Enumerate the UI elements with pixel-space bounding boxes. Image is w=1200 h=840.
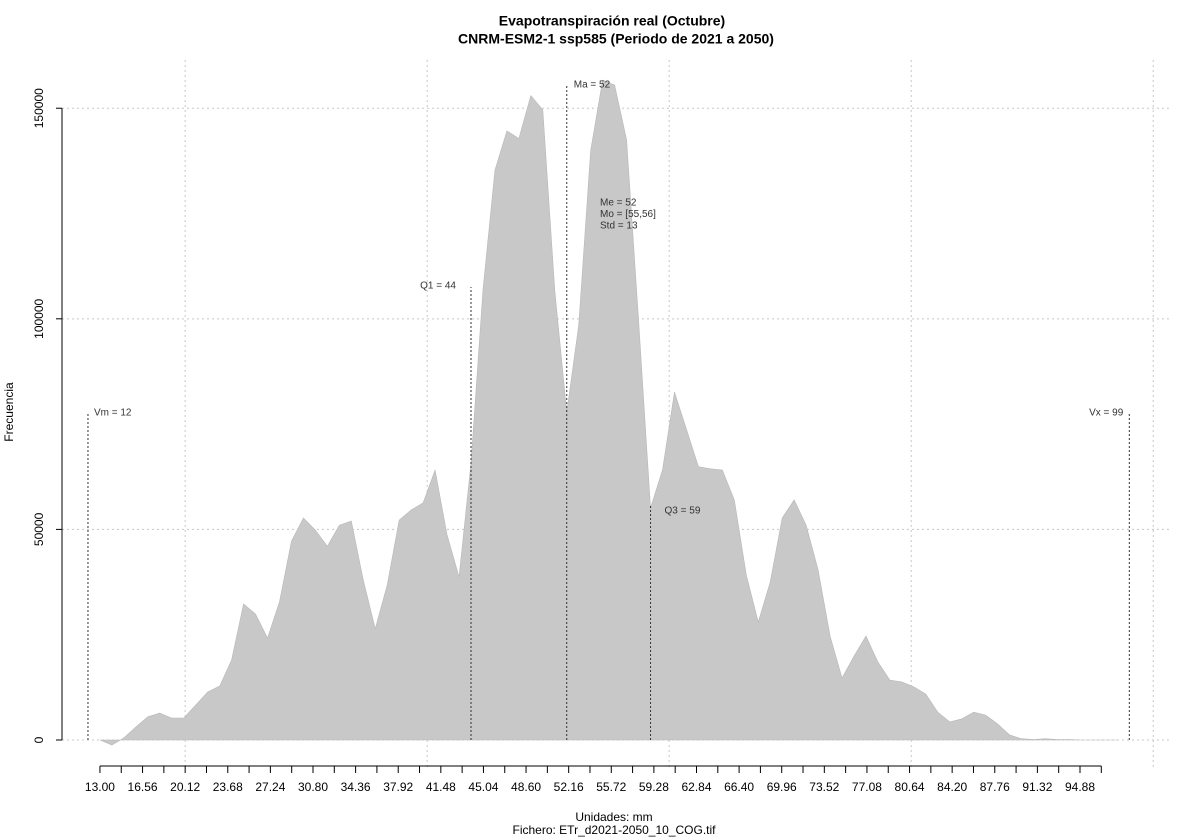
x-tick-label: 55.72 (596, 780, 626, 794)
y-tick-label: 50000 (32, 512, 46, 546)
x-tick-label: 80.64 (895, 780, 925, 794)
x-tick-label: 30.80 (298, 780, 328, 794)
stat-label: Vx = 99 (1089, 408, 1124, 419)
x-tick-label: 91.32 (1022, 780, 1052, 794)
x-tick-label: 13.00 (85, 780, 115, 794)
stat-text: Me = 52 (600, 198, 637, 209)
x-tick-label: 34.36 (341, 780, 371, 794)
stat-text: Std = 13 (600, 221, 638, 232)
x-tick-label: 16.56 (128, 780, 158, 794)
y-tick-label: 0 (32, 736, 46, 743)
x-tick-label: 62.84 (681, 780, 711, 794)
stat-label: Q3 = 59 (665, 506, 701, 517)
stat-label: Q1 = 44 (420, 281, 456, 292)
x-tick-label: 59.28 (639, 780, 669, 794)
y-tick-label: 100000 (32, 298, 46, 338)
x-tick-label: 52.16 (554, 780, 584, 794)
x-tick-label: 66.40 (724, 780, 754, 794)
x-tick-label: 23.68 (213, 780, 243, 794)
x-tick-label: 94.88 (1065, 780, 1095, 794)
y-axis-label: Frecuencia (2, 382, 16, 442)
x-tick-label: 45.04 (468, 780, 498, 794)
x-tick-label: 87.76 (980, 780, 1010, 794)
chart-subtitle: CNRM-ESM2-1 ssp585 (Periodo de 2021 a 20… (458, 31, 774, 47)
x-tick-label: 27.24 (255, 780, 285, 794)
y-tick-label: 150000 (32, 88, 46, 128)
x-tick-label: 20.12 (170, 780, 200, 794)
x-tick-label: 41.48 (426, 780, 456, 794)
x-tick-label: 84.20 (937, 780, 967, 794)
caption: Fichero: ETr_d2021-2050_10_COG.tif (513, 823, 717, 837)
stat-text: Mo = [55,56] (600, 209, 656, 220)
x-tick-label: 73.52 (809, 780, 839, 794)
x-tick-label: 48.60 (511, 780, 541, 794)
x-axis-label: Unidades: mm (575, 810, 652, 824)
x-tick-label: 69.96 (767, 780, 797, 794)
x-tick-label: 77.08 (852, 780, 882, 794)
chart-title: Evapotranspiración real (Octubre) (499, 13, 725, 29)
stat-label: Vm = 12 (94, 408, 132, 419)
stat-label: Ma = 52 (574, 80, 611, 91)
frequency-area (99, 79, 1118, 746)
x-tick-label: 37.92 (383, 780, 413, 794)
